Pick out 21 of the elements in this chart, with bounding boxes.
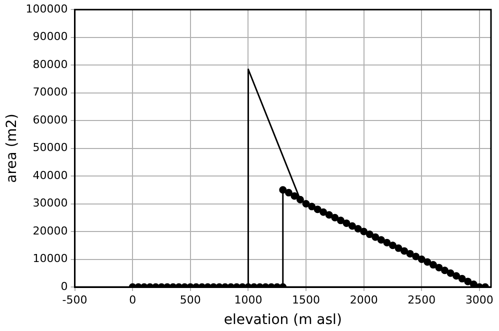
x-tick-label: 1500 — [292, 293, 320, 306]
y-tick-label: 50000 — [32, 141, 68, 154]
x-axis-title: elevation (m asl) — [224, 312, 342, 328]
x-tick-label: 3000 — [465, 293, 494, 306]
y-tick-label: 0 — [60, 280, 68, 293]
y-tick-label: 30000 — [32, 196, 68, 210]
y-tick-label: 80000 — [32, 58, 68, 71]
x-tick-label: 1000 — [234, 293, 262, 306]
y-tick-label: 40000 — [32, 168, 68, 182]
x-tick-label: 500 — [180, 293, 201, 306]
y-tick-label: 10000 — [32, 252, 68, 266]
x-tick-label: 0 — [129, 293, 136, 306]
y-tick-label: 60000 — [32, 113, 68, 126]
x-tick-label: 2500 — [408, 293, 436, 306]
y-tick-label: 90000 — [32, 30, 68, 44]
y-tick-label: 20000 — [32, 224, 68, 238]
y-tick-label: 100000 — [26, 2, 68, 16]
x-tick-label: -500 — [62, 293, 88, 306]
x-tick-label: 2000 — [350, 293, 378, 306]
y-axis-title: area (m2) — [4, 114, 20, 183]
y-tick-label: 70000 — [32, 86, 68, 99]
